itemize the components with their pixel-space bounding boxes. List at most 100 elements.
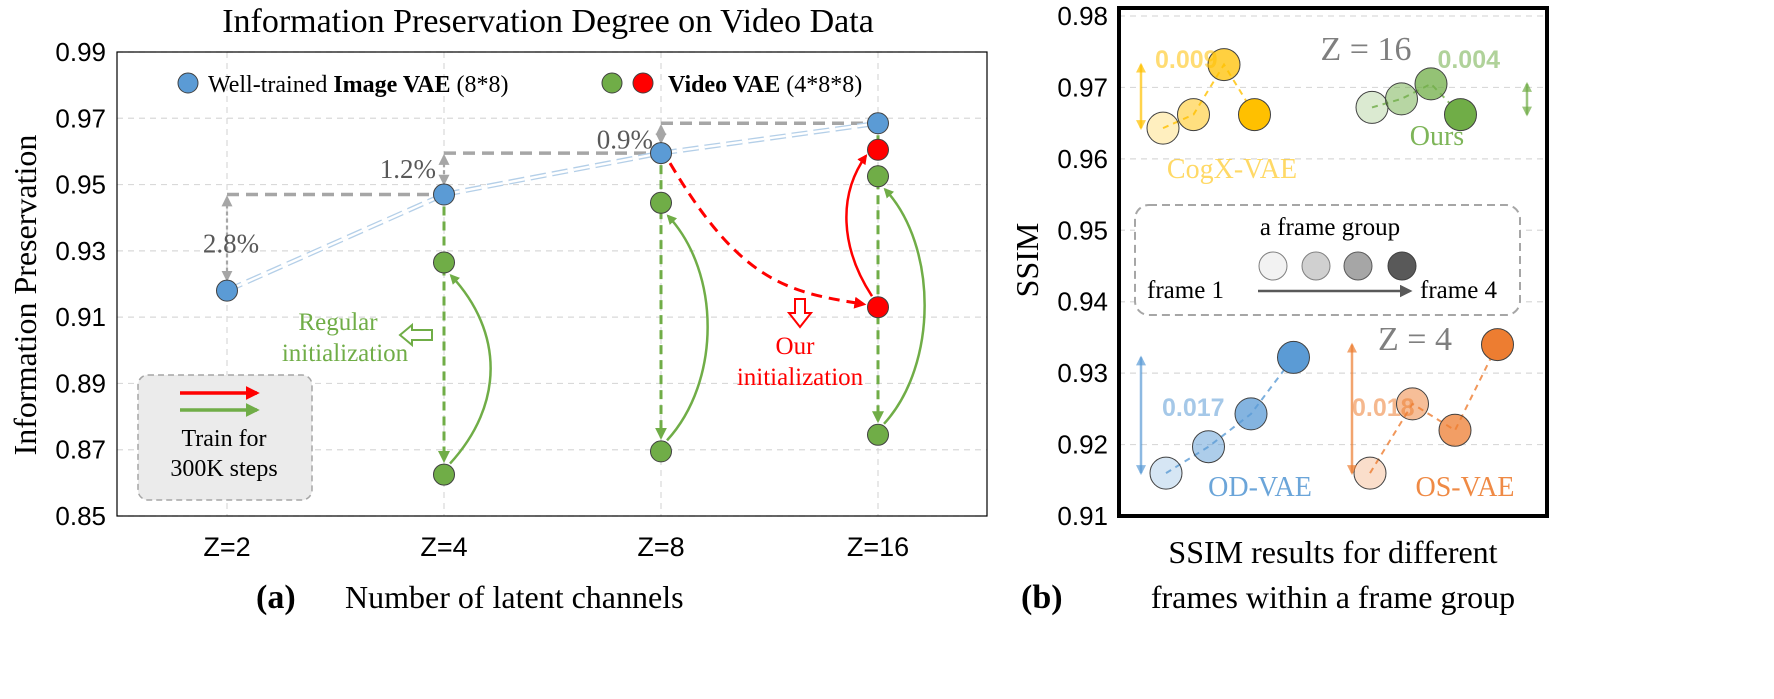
panel-b-ytick-label: 0.98 xyxy=(1057,1,1108,31)
video_regular-point xyxy=(433,251,455,274)
image-vae-trend-line-inner xyxy=(226,193,445,292)
image-vae-trend-line-inner xyxy=(443,151,662,196)
panel-a-tag: (a) xyxy=(256,579,296,616)
legend-image-vae-label: Well-trained Image VAE (8*8) xyxy=(208,72,508,98)
frame-start-label: frame 1 xyxy=(1147,277,1224,304)
panel-b-ylabel: SSIM xyxy=(1009,223,1045,298)
panel-a-x-ticks: Z=2 Z=4 Z=8 Z=16 xyxy=(203,532,909,562)
panel-a: Information Preservation Degree on Video… xyxy=(7,3,988,616)
panel-a-ytick-label: 0.85 xyxy=(55,501,106,531)
series-frame-point xyxy=(1385,82,1418,116)
series-frame-point xyxy=(1238,98,1271,132)
gap-label: 2.8% xyxy=(203,229,259,259)
series-diff-label: 0.009 xyxy=(1155,46,1218,74)
panel-b: SSIM 0.91 0.92 0.93 0.94 0.95 0.96 0.97 0.98 0.… xyxy=(1009,1,1549,616)
our-init-label-line1: Our xyxy=(776,333,816,360)
image-point xyxy=(867,112,889,135)
panel-b-ytick-label: 0.95 xyxy=(1057,215,1108,245)
train-key-text-line1: Train for xyxy=(181,426,266,452)
panel-b-ytick-label: 0.94 xyxy=(1057,287,1108,317)
panel-a-legend: Well-trained Image VAE (8*8) Video VAE (… xyxy=(177,72,862,98)
panel-a-ytick-label: 0.89 xyxy=(55,368,106,398)
panel-b-ytick-label: 0.93 xyxy=(1057,358,1108,388)
regular-train-curve-arrow xyxy=(883,187,926,425)
series-frame-point xyxy=(1177,98,1210,132)
video_regular-point xyxy=(433,463,455,486)
panel-a-ytick-label: 0.91 xyxy=(55,302,106,332)
series-dashed-line xyxy=(1162,62,1256,130)
series-dashed-line xyxy=(1165,356,1295,474)
series-frame-point xyxy=(1396,387,1429,421)
series-frame-point xyxy=(1444,98,1477,132)
series-frame-point xyxy=(1277,340,1310,374)
regular-train-curve-arrow xyxy=(666,214,709,442)
panel-a-gap-annotations: 2.8% 1.2% 0.9% xyxy=(203,121,878,282)
panel-a-ytick-label: 0.87 xyxy=(55,435,106,465)
series-name-label: OD-VAE xyxy=(1208,472,1312,503)
series-diff-label: 0.017 xyxy=(1162,394,1225,422)
panel-a-xlabel: Number of latent channels xyxy=(345,579,684,615)
panel-b-ytick-label: 0.91 xyxy=(1057,501,1108,531)
series-frame-point xyxy=(1353,456,1387,490)
series-frame-point xyxy=(1481,328,1514,362)
image-point xyxy=(650,142,672,165)
gap-label: 1.2% xyxy=(380,154,436,184)
regular-init-label-line2: initialization xyxy=(282,340,409,367)
video_regular-point xyxy=(650,440,672,463)
panel-b-ytick-label: 0.96 xyxy=(1057,144,1108,174)
frame-4-swatch xyxy=(1387,251,1417,281)
panel-b-ytick-label: 0.92 xyxy=(1057,430,1108,460)
series-od-vae: 0.017 OD-VAE xyxy=(1136,340,1312,503)
series-frame-point xyxy=(1355,90,1389,124)
video_regular-point xyxy=(650,191,672,214)
regular-init-hollow-arrow-icon xyxy=(398,322,433,348)
panel-a-plot-frame xyxy=(116,51,988,517)
legend-video-vae-green-marker xyxy=(601,72,623,94)
panel-a-ytick-label: 0.99 xyxy=(55,37,106,67)
series-diff-label: 0.018 xyxy=(1352,394,1415,422)
series-ours: 0.004 Ours xyxy=(1355,46,1532,152)
series-frame-point xyxy=(1234,397,1268,431)
image-vae-trend-line-inner xyxy=(660,122,879,155)
gap-label: 0.9% xyxy=(597,124,653,154)
video_ours-point xyxy=(867,138,889,161)
panel-b-ytick-label: 0.97 xyxy=(1057,72,1108,102)
series-frame-point xyxy=(1414,67,1448,101)
series-os-vae: 0.018 OS-VAE xyxy=(1347,328,1515,503)
train-key-background xyxy=(137,374,313,501)
series-diff-label: 0.004 xyxy=(1437,46,1500,74)
video_regular-point xyxy=(867,165,889,188)
panel-a-ytick-label: 0.93 xyxy=(55,236,106,266)
series-frame-point xyxy=(1438,413,1472,447)
regular-init-label-line1: Regular xyxy=(298,309,378,336)
panel-a-y-ticks: 0.85 0.87 0.89 0.91 0.93 0.95 0.97 0.99 xyxy=(55,37,106,531)
panel-a-xtick-label: Z=16 xyxy=(847,532,909,562)
panel-a-xtick-label: Z=4 xyxy=(420,532,467,562)
image-point xyxy=(433,183,455,206)
panel-b-y-ticks: 0.91 0.92 0.93 0.94 0.95 0.96 0.97 0.98 xyxy=(1057,1,1108,531)
panel-b-xlabel-line1: SSIM results for different xyxy=(1168,534,1497,570)
panel-b-tag: (b) xyxy=(1021,579,1063,616)
series-frame-point xyxy=(1207,48,1241,82)
frame-1-swatch xyxy=(1258,251,1288,281)
group-label-z16: Z = 16 xyxy=(1321,31,1412,68)
frame-2-swatch xyxy=(1301,251,1331,281)
panel-b-xlabel-line2: frames within a frame group xyxy=(1151,579,1515,615)
series-dashed-line xyxy=(1369,344,1499,474)
regular-train-curve-arrow xyxy=(449,273,492,465)
our-init-dashed-arrow xyxy=(668,162,867,309)
panel-b-series: 0.009 CogX-VAE 0.004 Ours 0.017 OD-VAE 0.018 OS… xyxy=(1136,46,1532,503)
legend-video-vae-red-marker xyxy=(632,72,654,94)
panel-a-ytick-label: 0.97 xyxy=(55,103,106,133)
frame-group-legend-title: a frame group xyxy=(1260,214,1400,241)
panel-a-title: Information Preservation Degree on Video… xyxy=(222,3,874,40)
our-train-curve-arrow xyxy=(845,154,874,297)
video_regular-point xyxy=(867,423,889,446)
panel-a-points xyxy=(216,112,889,486)
video_ours-point xyxy=(867,296,889,319)
panel-a-ytick-label: 0.95 xyxy=(55,170,106,200)
train-key-text-line2: 300K steps xyxy=(170,456,277,482)
legend-video-vae-label: Video VAE (4*8*8) xyxy=(668,72,862,98)
series-frame-point xyxy=(1146,111,1180,145)
panel-b-plot-frame xyxy=(1117,6,1549,518)
